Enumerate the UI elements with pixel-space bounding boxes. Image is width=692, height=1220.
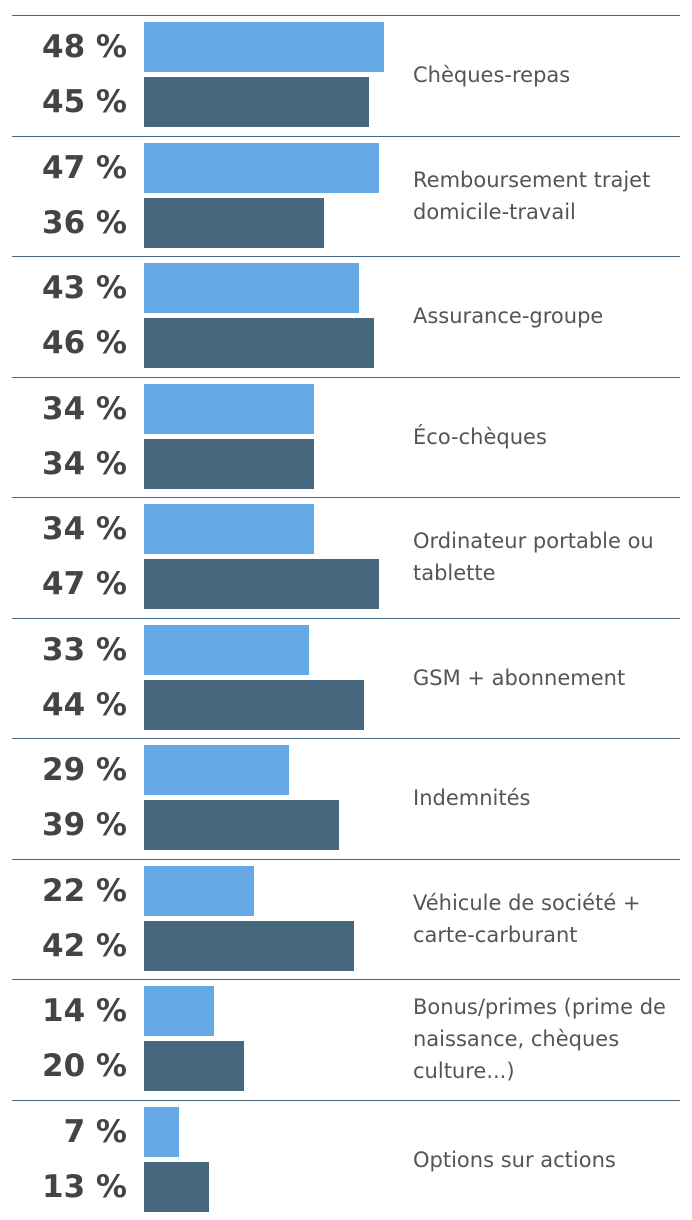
value-label: 48 % bbox=[42, 29, 127, 65]
value-label: 34 % bbox=[42, 445, 127, 482]
category-label: Bonus/primes (prime de naissance, chèque… bbox=[413, 979, 689, 1099]
category-text: Remboursement trajet domicile-travail bbox=[413, 167, 651, 224]
category-text: Chèques-repas bbox=[413, 63, 571, 87]
separator bbox=[12, 15, 680, 16]
separator bbox=[12, 256, 680, 258]
bar bbox=[144, 383, 314, 434]
category-label: Ordinateur portable ou tablette bbox=[413, 497, 689, 617]
value-label: 33 % bbox=[42, 631, 127, 668]
category-text: Indemnités bbox=[413, 786, 531, 811]
category-label: Remboursement trajet domicile-travail bbox=[413, 136, 689, 256]
value-label: 36 % bbox=[42, 204, 127, 241]
value-label: 44 % bbox=[42, 686, 127, 723]
bar bbox=[144, 1107, 179, 1158]
category-text: Ordinateur portable ou tablette bbox=[413, 529, 654, 586]
category-label: Options sur actions bbox=[413, 1100, 689, 1220]
bar bbox=[144, 920, 354, 971]
value-label: 34 % bbox=[42, 390, 127, 427]
bar bbox=[144, 1162, 209, 1213]
value-label: 7 % bbox=[63, 1114, 127, 1151]
bar bbox=[144, 986, 214, 1037]
value-label: 47 % bbox=[42, 149, 127, 186]
separator bbox=[12, 738, 680, 740]
bar bbox=[144, 438, 314, 489]
value-label: 13 % bbox=[42, 1169, 127, 1206]
separator bbox=[12, 979, 680, 981]
category-text: Bonus/primes (prime de naissance, chèque… bbox=[413, 995, 666, 1084]
value-label: 22 % bbox=[42, 872, 127, 909]
category-label: Chèques-repas bbox=[413, 15, 689, 135]
category-text: Véhicule de société + carte-carburant bbox=[413, 890, 641, 947]
value-label: 14 % bbox=[42, 993, 127, 1030]
category-label: Éco-chèques bbox=[413, 377, 689, 497]
category-text: Options sur actions bbox=[413, 1148, 616, 1173]
separator bbox=[12, 376, 680, 378]
value-label: 46 % bbox=[42, 325, 127, 362]
bar bbox=[144, 197, 324, 248]
category-label: Véhicule de société + carte-carburant bbox=[413, 859, 689, 979]
value-label: 34 % bbox=[42, 511, 127, 548]
bar bbox=[144, 142, 379, 193]
value-label: 29 % bbox=[42, 752, 127, 789]
category-text: Assurance-groupe bbox=[413, 304, 604, 329]
bar bbox=[144, 504, 314, 555]
separator bbox=[12, 858, 680, 860]
bar bbox=[144, 263, 359, 314]
bar bbox=[144, 800, 339, 851]
value-label: 45 % bbox=[42, 84, 127, 120]
bar bbox=[144, 318, 374, 369]
bar bbox=[144, 22, 384, 72]
bar bbox=[144, 679, 364, 730]
bar bbox=[144, 624, 309, 675]
value-label: 39 % bbox=[42, 807, 127, 844]
bar bbox=[144, 559, 379, 610]
category-text: GSM + abonnement bbox=[413, 665, 626, 690]
value-label: 20 % bbox=[42, 1048, 127, 1085]
separator bbox=[12, 135, 680, 137]
bar bbox=[144, 745, 289, 796]
value-label: 47 % bbox=[42, 566, 127, 603]
bar bbox=[144, 1041, 244, 1092]
category-label: Assurance-groupe bbox=[413, 256, 689, 376]
category-label: Indemnités bbox=[413, 738, 689, 858]
category-label: GSM + abonnement bbox=[413, 618, 689, 738]
bar bbox=[144, 77, 369, 127]
value-label: 42 % bbox=[42, 927, 127, 964]
separator bbox=[12, 1100, 680, 1102]
value-label: 43 % bbox=[42, 270, 127, 307]
category-text: Éco-chèques bbox=[413, 424, 547, 449]
separator bbox=[12, 617, 680, 619]
separator bbox=[12, 497, 680, 499]
bar bbox=[144, 865, 254, 916]
